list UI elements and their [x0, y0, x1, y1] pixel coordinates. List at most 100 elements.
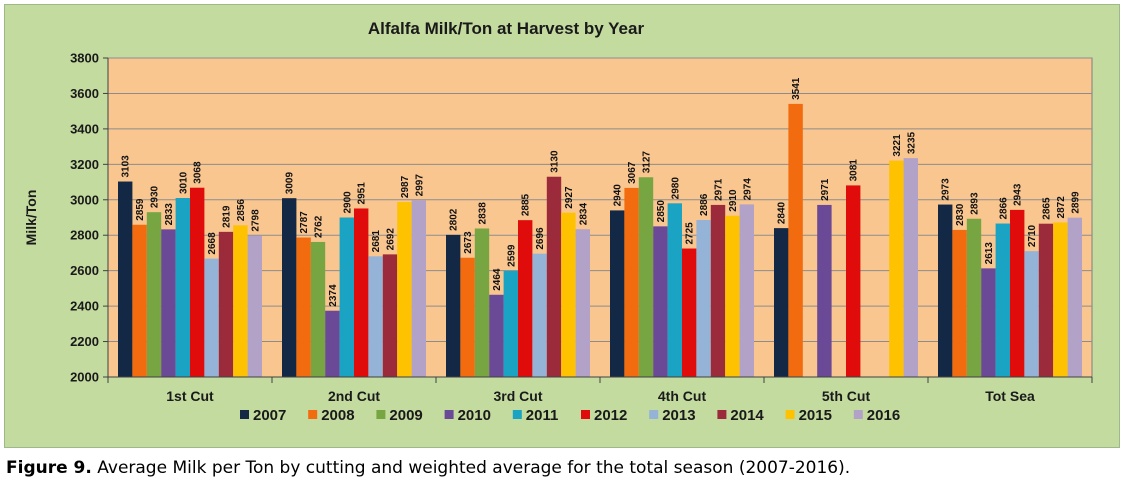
data-label: 2599	[506, 244, 517, 267]
data-label: 3067	[627, 161, 638, 184]
data-label: 2696	[535, 227, 546, 250]
data-label: 2787	[299, 211, 310, 234]
bar	[653, 226, 668, 377]
data-label: 2940	[613, 184, 624, 207]
bar	[233, 225, 248, 377]
data-label: 2838	[478, 202, 489, 225]
data-label: 3235	[906, 131, 917, 154]
data-label: 3541	[791, 77, 802, 100]
y-tick-label: 2200	[70, 334, 99, 349]
bar	[175, 198, 190, 377]
bar	[310, 241, 326, 377]
legend-label: 2014	[730, 407, 764, 424]
y-tick-label: 2400	[70, 299, 99, 314]
data-label: 2856	[236, 199, 247, 222]
data-label: 2893	[970, 192, 981, 215]
legend-swatch	[649, 410, 659, 419]
data-label: 2951	[357, 182, 368, 205]
x-tick-label: Tot Sea	[985, 388, 1035, 404]
plot-area	[107, 57, 1093, 378]
bar	[561, 212, 576, 377]
bar	[1067, 217, 1082, 377]
legend-label: 2015	[799, 407, 832, 424]
y-axis-label: Milk/Ton	[23, 190, 39, 246]
data-label: 2930	[150, 185, 161, 208]
legend-label: 2013	[662, 407, 695, 424]
bar	[411, 200, 426, 377]
data-label: 2692	[386, 228, 397, 251]
bar	[846, 185, 861, 377]
y-tick-label: 3800	[70, 51, 99, 66]
bar	[575, 229, 590, 377]
data-label: 2974	[742, 178, 753, 201]
data-label: 2859	[135, 198, 146, 221]
legend-label: 2008	[321, 407, 354, 424]
bar	[696, 219, 711, 377]
x-tick-label: 3rd Cut	[494, 388, 543, 404]
data-label: 2668	[207, 232, 218, 255]
figure-caption-label: Figure 9.	[6, 458, 92, 478]
data-label: 2885	[521, 193, 532, 216]
data-label: 2900	[342, 191, 353, 214]
data-label: 2830	[955, 203, 966, 226]
data-label: 2987	[400, 175, 411, 198]
figure-caption: Figure 9. Average Milk per Ton by cuttin…	[6, 458, 850, 478]
bar	[710, 204, 726, 377]
legend-label: 2009	[389, 407, 422, 424]
bar	[325, 310, 340, 377]
data-label: 2850	[656, 200, 667, 223]
legend-swatch	[376, 410, 386, 419]
legend-label: 2007	[253, 407, 286, 424]
data-label: 2872	[1056, 196, 1067, 219]
data-label: 2834	[578, 203, 589, 226]
bar	[146, 212, 162, 377]
figure-caption-text: Average Milk per Ton by cutting and weig…	[91, 458, 851, 478]
bar	[889, 160, 904, 377]
data-label: 2464	[492, 268, 503, 291]
data-label: 3068	[193, 161, 204, 184]
legend-swatch	[581, 410, 590, 419]
data-label: 2910	[728, 189, 739, 212]
data-label: 2840	[777, 201, 788, 224]
data-label: 2802	[449, 208, 460, 231]
bar	[518, 220, 533, 377]
bar	[610, 210, 625, 377]
legend-swatch	[785, 410, 795, 419]
y-tick-label: 2000	[70, 370, 99, 385]
data-label: 2710	[1027, 224, 1038, 247]
bar	[282, 198, 297, 377]
bar	[460, 257, 475, 377]
bar	[532, 253, 547, 377]
bar	[774, 228, 789, 377]
data-label: 2997	[414, 174, 425, 197]
bar	[132, 224, 147, 377]
bar	[624, 187, 639, 377]
bar-chart: Alfalfa Milk/Ton at Harvest by Year 2000 2…	[23, 19, 1093, 424]
data-label: 2886	[699, 193, 710, 216]
bar	[354, 208, 369, 377]
data-label: 3081	[849, 159, 860, 182]
data-label: 3010	[178, 171, 189, 194]
data-label: 2374	[328, 284, 339, 307]
bar	[788, 103, 803, 377]
bar	[682, 248, 697, 377]
bar	[397, 202, 412, 377]
bar	[218, 231, 234, 377]
data-label: 3130	[550, 150, 561, 173]
y-tick-label: 2800	[70, 228, 99, 243]
data-label: 2798	[250, 209, 261, 232]
y-tick-label: 3200	[70, 157, 99, 172]
bar	[938, 204, 953, 377]
y-tick-label: 3600	[70, 86, 99, 101]
y-tick-label: 3400	[70, 121, 99, 136]
bar	[903, 158, 918, 377]
data-label: 2762	[314, 215, 325, 238]
bar	[118, 181, 133, 377]
legend-swatch	[240, 410, 249, 419]
x-tick-label: 5th Cut	[822, 388, 871, 404]
bar	[1053, 222, 1068, 377]
legend-label: 2010	[458, 407, 491, 424]
data-label: 2833	[164, 203, 175, 226]
bar	[667, 203, 682, 377]
data-label: 3127	[642, 151, 653, 174]
